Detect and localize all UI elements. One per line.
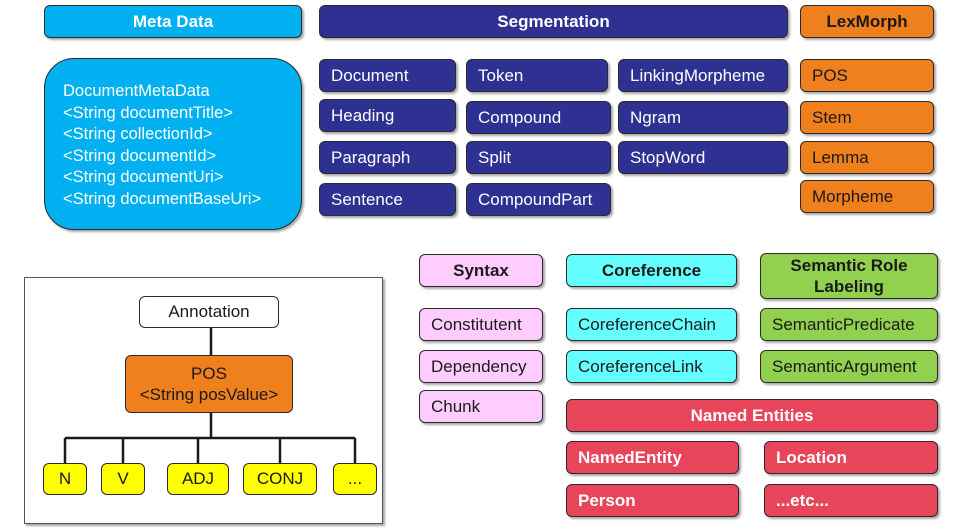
meta-line: <String collectionId> xyxy=(63,125,213,143)
named-entities-header: Named Entities xyxy=(566,399,938,432)
named-entities-item-person: Person xyxy=(566,484,739,517)
segmentation-item-paragraph: Paragraph xyxy=(319,141,456,174)
segmentation-item-compound: Compound xyxy=(466,101,611,134)
pos-node-title: POS xyxy=(191,364,227,383)
syntax-item-constitutent: Constitutent xyxy=(419,308,543,341)
syntax-header: Syntax xyxy=(419,254,543,287)
leaf-adj: ADJ xyxy=(167,463,229,495)
lexmorph-item-pos: POS xyxy=(800,59,934,92)
segmentation-item-heading: Heading xyxy=(319,99,456,132)
lexmorph-header: LexMorph xyxy=(800,5,934,38)
pos-example-diagram: Annotation POS <String posValue> N V ADJ… xyxy=(24,277,383,524)
named-entities-item-named-entity: NamedEntity xyxy=(566,441,739,474)
leaf-v: V xyxy=(101,463,145,495)
segmentation-item-stopword: StopWord xyxy=(618,141,788,174)
segmentation-item-token: Token xyxy=(466,59,608,92)
semantic-role-item-predicate: SemanticPredicate xyxy=(760,308,938,341)
leaf-conj: CONJ xyxy=(243,463,317,495)
segmentation-item-split: Split xyxy=(466,141,611,174)
lexmorph-item-lemma: Lemma xyxy=(800,141,934,174)
meta-line: <String documentBaseUri> xyxy=(63,189,262,208)
leaf-n: N xyxy=(43,463,87,495)
tree-connectors xyxy=(63,328,357,463)
semantic-role-labeling-header-line1: Semantic Role xyxy=(790,256,908,275)
meta-line: <String documentTitle> xyxy=(63,103,233,122)
lexmorph-item-stem: Stem xyxy=(800,101,934,134)
coreference-header: Coreference xyxy=(566,254,737,287)
named-entities-item-location: Location xyxy=(764,441,938,474)
meta-line: DocumentMetaData xyxy=(63,82,210,100)
semantic-role-labeling-header-line2: Labeling xyxy=(814,277,884,296)
leaf-etc: ... xyxy=(333,463,377,495)
coreference-item-link: CoreferenceLink xyxy=(566,350,737,383)
meta-data-header: Meta Data xyxy=(44,5,302,38)
meta-line: <String documentId> xyxy=(63,146,217,165)
segmentation-item-ngram: Ngram xyxy=(618,101,788,134)
segmentation-item-compound-part: CompoundPart xyxy=(466,183,611,216)
segmentation-item-sentence: Sentence xyxy=(319,183,456,216)
annotation-node: Annotation xyxy=(139,296,279,328)
segmentation-item-linking-morpheme: LinkingMorpheme xyxy=(618,59,788,92)
semantic-role-item-argument: SemanticArgument xyxy=(760,350,938,383)
syntax-item-dependency: Dependency xyxy=(419,350,543,383)
segmentation-header: Segmentation xyxy=(319,5,788,38)
semantic-role-labeling-header: Semantic Role Labeling xyxy=(760,253,938,299)
document-meta-data-box: DocumentMetaData <String documentTitle> … xyxy=(44,58,302,230)
coreference-item-chain: CoreferenceChain xyxy=(566,308,737,341)
meta-line: <String documentUri> xyxy=(63,168,224,186)
segmentation-item-document: Document xyxy=(319,59,456,92)
pos-node-attribute: <String posValue> xyxy=(139,385,279,404)
named-entities-item-etc: ...etc... xyxy=(764,484,938,517)
pos-node: POS <String posValue> xyxy=(125,355,293,413)
lexmorph-item-morpheme: Morpheme xyxy=(800,180,934,213)
syntax-item-chunk: Chunk xyxy=(419,390,543,423)
